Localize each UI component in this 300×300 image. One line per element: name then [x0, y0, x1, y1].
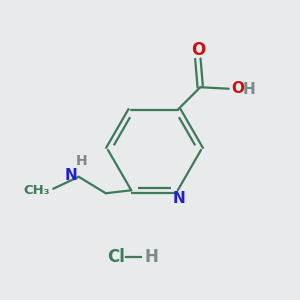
Text: H: H: [242, 82, 255, 97]
Text: H: H: [144, 248, 158, 266]
Text: N: N: [173, 191, 186, 206]
Text: O: O: [231, 81, 244, 96]
Text: O: O: [191, 41, 205, 59]
Text: H: H: [76, 154, 88, 168]
Text: Cl: Cl: [106, 248, 124, 266]
Text: N: N: [64, 168, 77, 183]
Text: CH₃: CH₃: [23, 184, 50, 197]
